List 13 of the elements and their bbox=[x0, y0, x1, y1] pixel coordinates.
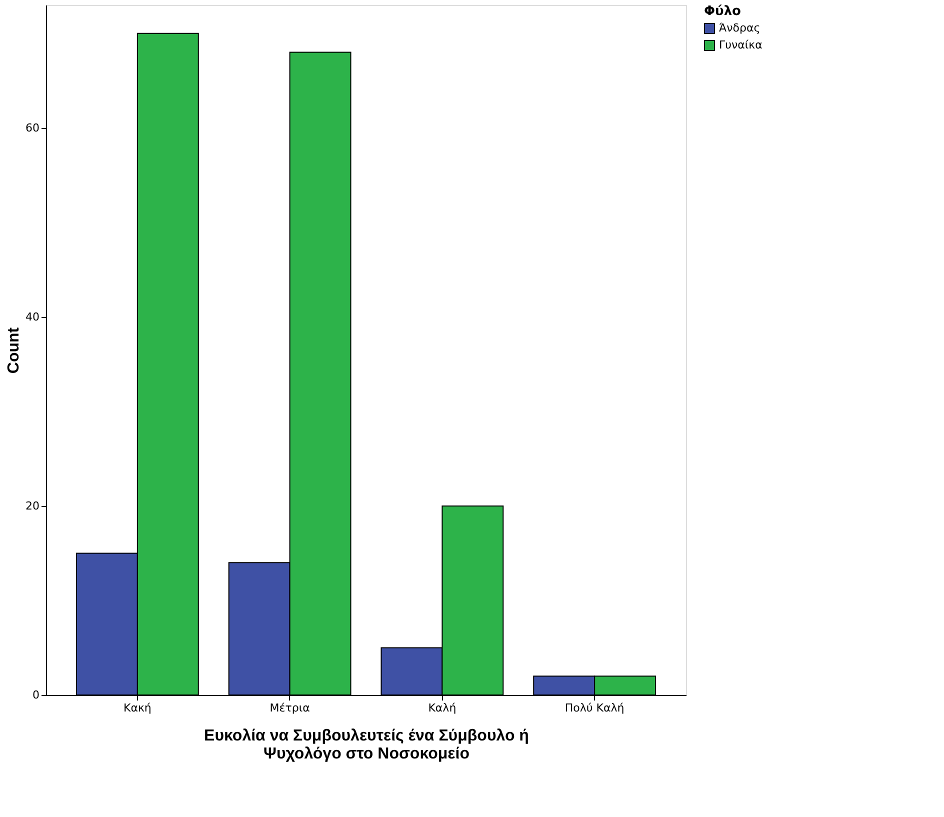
y-tick-label: 60 bbox=[26, 121, 40, 134]
x-tick-label: Καλή bbox=[428, 702, 456, 714]
y-axis-title: Count bbox=[6, 326, 23, 374]
legend-label: Γυναίκα bbox=[719, 38, 762, 52]
x-tick-label: Μέτρια bbox=[270, 702, 310, 714]
x-axis-title: Ευκολία να Συμβουλευτείς ένα Σύμβουλο ή Ψυχολόγο στο Νοσοκομείο bbox=[204, 728, 529, 762]
y-tick-label: 0 bbox=[32, 688, 40, 702]
x-tick-label: Πολύ Καλή bbox=[564, 702, 624, 714]
legend-title: Φύλο bbox=[704, 4, 742, 19]
y-tick-label: 40 bbox=[26, 310, 40, 324]
y-tick-label: 20 bbox=[26, 499, 40, 512]
x-tick-label: Κακή bbox=[123, 702, 152, 714]
legend-label: Άνδρας bbox=[719, 22, 760, 34]
